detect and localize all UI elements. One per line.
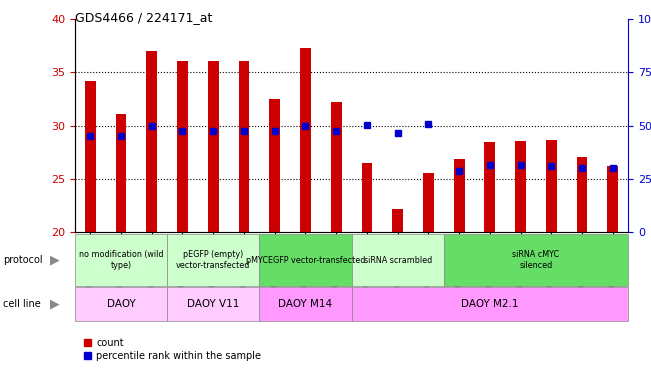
- Bar: [167, 287, 259, 321]
- Bar: [454, 159, 465, 232]
- Text: GDS4466 / 224171_at: GDS4466 / 224171_at: [75, 12, 212, 25]
- Bar: [577, 157, 587, 232]
- Bar: [393, 209, 403, 232]
- Text: DAOY V11: DAOY V11: [187, 299, 240, 309]
- Bar: [352, 287, 628, 321]
- Bar: [75, 287, 167, 321]
- Text: DAOY: DAOY: [107, 299, 135, 309]
- Bar: [177, 61, 188, 232]
- Text: protocol: protocol: [3, 255, 43, 265]
- Text: ▶: ▶: [50, 298, 60, 311]
- Text: siRNA scrambled: siRNA scrambled: [363, 256, 432, 265]
- Bar: [259, 287, 352, 321]
- Bar: [116, 114, 126, 232]
- Text: cell line: cell line: [3, 299, 41, 309]
- Bar: [444, 234, 628, 286]
- Bar: [607, 166, 618, 232]
- Bar: [259, 234, 352, 286]
- Bar: [75, 234, 167, 286]
- Bar: [208, 61, 219, 232]
- Text: siRNA cMYC
silenced: siRNA cMYC silenced: [512, 250, 560, 270]
- Text: DAOY M14: DAOY M14: [279, 299, 333, 309]
- Bar: [270, 99, 280, 232]
- Bar: [238, 61, 249, 232]
- Text: ▶: ▶: [50, 254, 60, 266]
- Text: DAOY M2.1: DAOY M2.1: [461, 299, 519, 309]
- Text: no modification (wild
type): no modification (wild type): [79, 250, 163, 270]
- Bar: [300, 48, 311, 232]
- Bar: [515, 141, 526, 232]
- Bar: [167, 234, 259, 286]
- Bar: [352, 234, 444, 286]
- Text: pMYCEGFP vector-transfected: pMYCEGFP vector-transfected: [245, 256, 365, 265]
- Bar: [331, 102, 342, 232]
- Text: pEGFP (empty)
vector-transfected: pEGFP (empty) vector-transfected: [176, 250, 251, 270]
- Bar: [423, 173, 434, 232]
- Legend: count, percentile rank within the sample: count, percentile rank within the sample: [79, 334, 265, 365]
- Bar: [85, 81, 96, 232]
- Bar: [361, 163, 372, 232]
- Bar: [484, 142, 495, 232]
- Bar: [546, 140, 557, 232]
- Bar: [146, 51, 157, 232]
